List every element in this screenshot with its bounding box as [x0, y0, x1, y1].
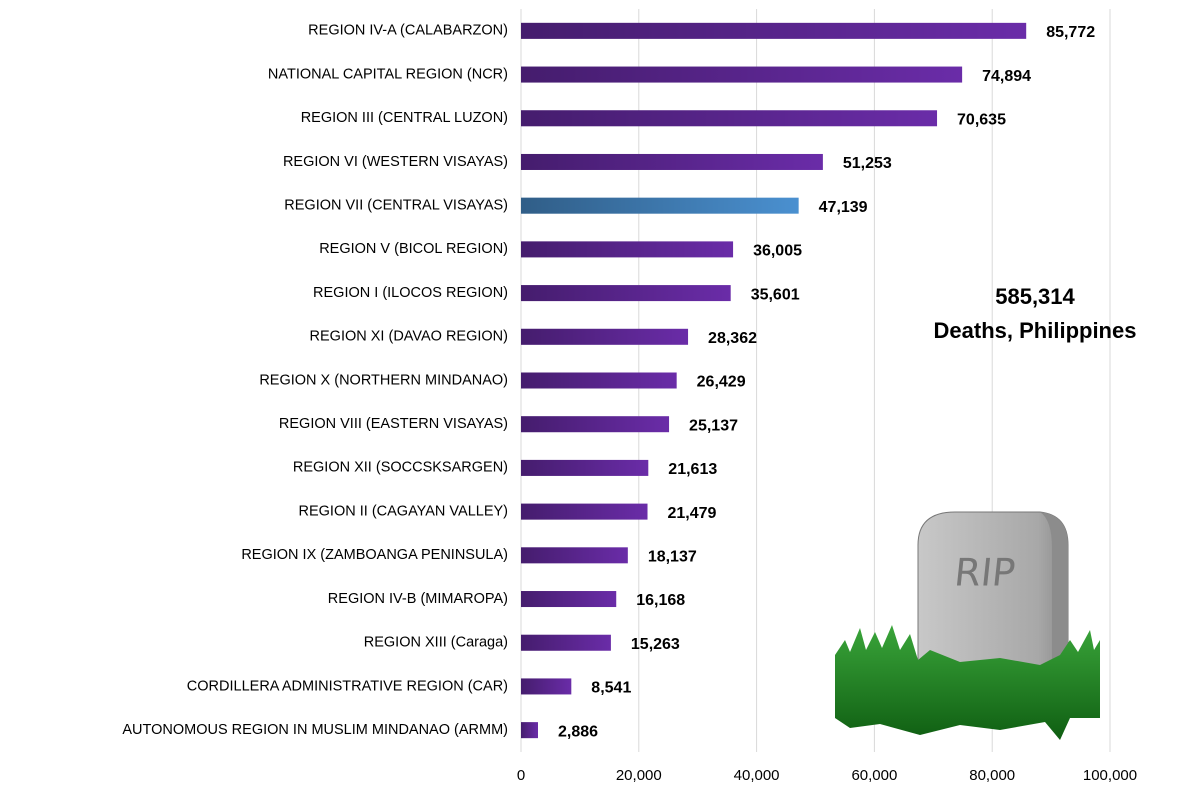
x-tick-label: 100,000	[1083, 767, 1137, 784]
y-tick-label: REGION VIII (EASTERN VISAYAS)	[279, 416, 508, 432]
x-tick-label: 80,000	[969, 767, 1015, 784]
x-tick-label: 20,000	[616, 767, 662, 784]
y-tick-label: AUTONOMOUS REGION IN MUSLIM MINDANAO (AR…	[122, 722, 508, 738]
value-label: 35,601	[751, 286, 800, 303]
bar-shade	[521, 722, 538, 738]
x-tick-label: 60,000	[851, 767, 897, 784]
value-label: 25,137	[689, 417, 738, 434]
bar-shade	[521, 329, 688, 345]
y-tick-label: REGION XI (DAVAO REGION)	[310, 329, 508, 345]
value-label: 15,263	[631, 636, 680, 653]
bar-shade	[521, 154, 823, 170]
y-tick-label: REGION XII (SOCCSKSARGEN)	[293, 460, 508, 476]
value-label: 18,137	[648, 549, 697, 566]
y-tick-label: REGION IV-A (CALABARZON)	[308, 23, 508, 39]
bar-shade	[521, 416, 669, 432]
y-tick-label: REGION III (CENTRAL LUZON)	[301, 110, 508, 126]
value-label: 21,613	[668, 461, 717, 478]
y-tick-label: REGION VI (WESTERN VISAYAS)	[283, 154, 508, 170]
value-label: 21,479	[668, 505, 717, 522]
y-tick-label: REGION XIII (Caraga)	[364, 635, 508, 651]
bar-shade	[521, 635, 611, 651]
value-label: 47,139	[819, 199, 868, 216]
bar-shade	[521, 504, 648, 520]
bar-shade	[521, 285, 731, 301]
value-label: 8,541	[591, 680, 631, 697]
bar-shade	[521, 110, 937, 126]
value-label: 2,886	[558, 723, 598, 740]
value-label: 51,253	[843, 155, 892, 172]
x-tick-label: 40,000	[734, 767, 780, 784]
annotation: Deaths, Philippines	[934, 318, 1137, 343]
bar-shade	[521, 23, 1026, 39]
bar-shade	[521, 678, 571, 694]
bar-shade	[521, 67, 962, 83]
y-tick-label: REGION V (BICOL REGION)	[319, 241, 508, 257]
bar-shade	[521, 591, 616, 607]
chart: RIP 585,314 Deaths, Philippines 0 20,000 4…	[0, 0, 1178, 787]
value-label: 36,005	[753, 243, 802, 260]
bar-shade	[521, 198, 799, 214]
y-tick-label: REGION VII (CENTRAL VISAYAS)	[284, 198, 508, 214]
value-label: 26,429	[697, 374, 746, 391]
y-tick-label: REGION IV-B (MIMAROPA)	[328, 591, 508, 607]
y-tick-label: CORDILLERA ADMINISTRATIVE REGION (CAR)	[187, 678, 508, 694]
y-tick-label: REGION IX (ZAMBOANGA PENINSULA)	[241, 547, 508, 563]
bar-shade	[521, 460, 648, 476]
value-label: 70,635	[957, 111, 1006, 128]
y-tick-label: REGION X (NORTHERN MINDANAO)	[259, 372, 508, 388]
y-tick-label: REGION I (ILOCOS REGION)	[313, 285, 508, 301]
bar-shade	[521, 547, 628, 563]
value-label: 85,772	[1046, 24, 1095, 41]
bar-shade	[521, 373, 677, 389]
tombstone-text: RIP	[952, 551, 1017, 595]
value-label: 28,362	[708, 330, 757, 347]
y-tick-label: NATIONAL CAPITAL REGION (NCR)	[268, 66, 508, 82]
value-label: 74,894	[982, 68, 1031, 85]
x-tick-label: 0	[517, 767, 525, 784]
bar-shade	[521, 241, 733, 257]
y-tick-label: REGION II (CAGAYAN VALLEY)	[299, 503, 509, 519]
annotation: 585,314	[995, 284, 1075, 309]
value-label: 16,168	[636, 592, 685, 609]
